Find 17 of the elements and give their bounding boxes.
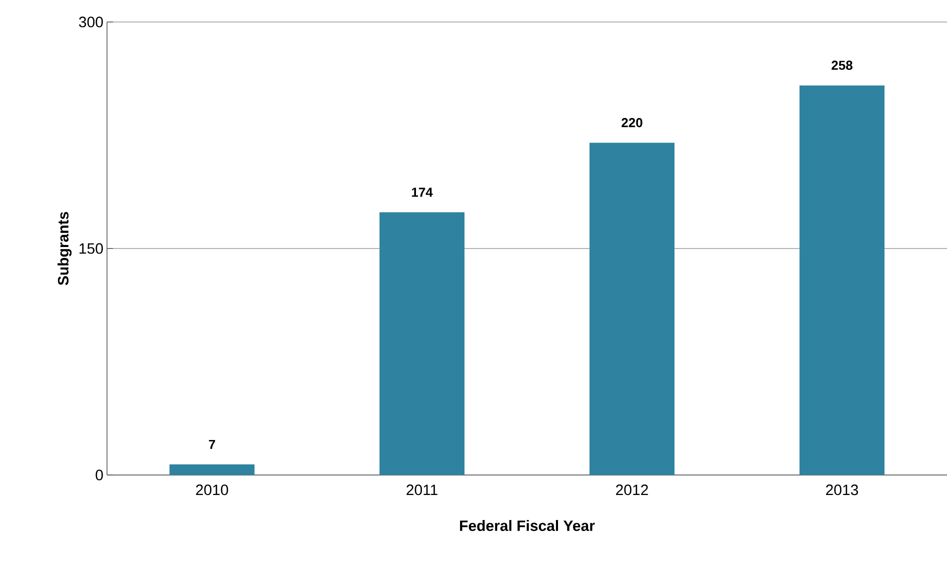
x-axis-title: Federal Fiscal Year xyxy=(460,520,595,532)
y-tick-label: 300 xyxy=(79,16,103,28)
data-label: 220 xyxy=(622,118,642,128)
bar xyxy=(170,464,255,475)
bar xyxy=(800,85,885,475)
bar xyxy=(590,142,675,475)
y-tick-label: 150 xyxy=(80,243,103,254)
data-label: 7 xyxy=(208,440,216,449)
y-tick-label: 0 xyxy=(96,470,103,480)
y-axis-title: Subgrants xyxy=(58,212,72,286)
x-tick-label: 2013 xyxy=(826,484,858,496)
x-tick-label: 2011 xyxy=(406,484,438,496)
x-tick-label: 2012 xyxy=(616,484,648,496)
data-label: 174 xyxy=(412,188,433,197)
data-label: 258 xyxy=(832,60,852,70)
x-tick-label: 2010 xyxy=(196,484,228,496)
bar xyxy=(380,212,465,475)
